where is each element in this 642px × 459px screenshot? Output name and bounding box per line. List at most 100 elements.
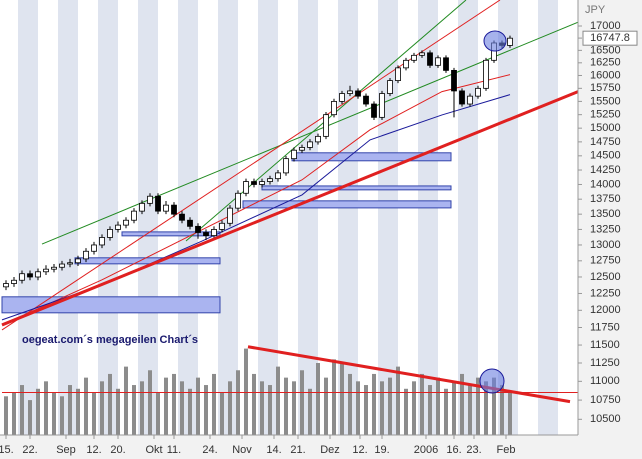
candle-body (395, 67, 401, 81)
candle-body (11, 279, 17, 284)
candle-body (411, 54, 417, 61)
y-tick-label: 14000 (590, 178, 621, 190)
x-tick-label: 2006 (414, 444, 438, 456)
y-tick-label: 13750 (590, 193, 621, 205)
x-tick-label: Nov (232, 444, 252, 456)
volume-bar (196, 377, 200, 435)
candle-body (347, 90, 353, 94)
volume-bar (444, 388, 448, 435)
candle-body (283, 158, 289, 174)
stripe (18, 0, 38, 435)
x-tick-label: 23. (466, 444, 481, 456)
volume-bar (220, 392, 224, 435)
x-tick-label: Dez (320, 444, 340, 456)
candle-body (67, 262, 73, 265)
highlight-circle (479, 368, 505, 394)
candle-body (443, 57, 449, 71)
volume-bar (284, 377, 288, 435)
candle-body (403, 59, 409, 69)
candle-body (235, 192, 241, 209)
y-tick-label: 14500 (590, 150, 621, 162)
volume-bar (260, 381, 264, 435)
candle-body (139, 202, 145, 212)
volume-bar (268, 385, 272, 435)
x-tick-label: 22. (22, 444, 37, 456)
candle-body (83, 250, 89, 260)
candle-body (59, 263, 65, 268)
x-tick-label: 20. (110, 444, 125, 456)
candle-body (427, 52, 433, 66)
volume-bar (4, 396, 8, 435)
candle-body (275, 172, 281, 180)
zone (121, 231, 221, 237)
stripes (18, 0, 558, 435)
volume-bar (508, 392, 512, 435)
stripe (178, 0, 198, 435)
volume-bar (100, 381, 104, 435)
stripe (418, 0, 438, 435)
volume-bar (52, 392, 56, 435)
volume-bar (236, 370, 240, 435)
candle-body (451, 69, 457, 92)
plot-area (0, 0, 578, 435)
y-tick-label: 15250 (590, 109, 621, 121)
volume-bar (124, 366, 128, 435)
y-tick-label: 14750 (590, 136, 621, 148)
candle-body (123, 219, 129, 226)
y-tick-label: 13250 (590, 223, 621, 235)
volume-bar (188, 388, 192, 435)
volume-bar (92, 392, 96, 435)
stripe (298, 0, 318, 435)
volume-bar (452, 381, 456, 435)
volume-bar (500, 385, 504, 435)
volume-bar (460, 373, 464, 435)
plot (1, 0, 578, 435)
volume-bar (76, 388, 80, 435)
volume-bar (116, 388, 120, 435)
y-tick-label: 15750 (590, 82, 621, 94)
candle-body (99, 237, 105, 246)
volume-bar (36, 388, 40, 435)
volume-bar (332, 359, 336, 435)
volume-bar (172, 373, 176, 435)
stripe (98, 0, 118, 435)
volume-bar (132, 385, 136, 435)
y-tick-label: 11250 (590, 357, 620, 369)
candle-body (371, 103, 377, 118)
volume-bar (380, 381, 384, 435)
candle-body (107, 229, 113, 238)
volume-bar (276, 366, 280, 435)
y-tick-label: 12500 (590, 271, 621, 283)
zone (242, 200, 452, 209)
trend-line (1, 0, 501, 331)
volume-bar (388, 377, 392, 435)
candle-body (435, 57, 441, 66)
y-tick-label: 15000 (590, 122, 621, 134)
y-tick-label: 16500 (590, 44, 621, 56)
candle-body (459, 90, 465, 105)
candle-body (363, 95, 369, 105)
candle-body (315, 135, 321, 143)
candle-body (155, 195, 161, 212)
y-tick-label: 12250 (590, 287, 621, 299)
volume-bar (428, 385, 432, 435)
candle-body (3, 283, 9, 288)
candle-body (187, 219, 193, 227)
candle-body (131, 210, 137, 221)
volume-bar (68, 385, 72, 435)
volume-bar (204, 385, 208, 435)
volume-bar (436, 377, 440, 435)
candle-body (379, 93, 385, 118)
candle-body (291, 149, 297, 160)
stripe (58, 0, 78, 435)
volume-bar (156, 392, 160, 435)
y-tick-label: 11500 (590, 339, 620, 351)
candle-body (243, 181, 249, 194)
x-tick-label: 15. (0, 444, 14, 456)
candle-body (307, 141, 313, 148)
volume-bar (468, 385, 472, 435)
volume-bar (492, 377, 496, 435)
y-tick-label: 17000 (590, 20, 621, 32)
y-tick-label: 16250 (590, 57, 621, 69)
volume-bar (244, 348, 248, 435)
